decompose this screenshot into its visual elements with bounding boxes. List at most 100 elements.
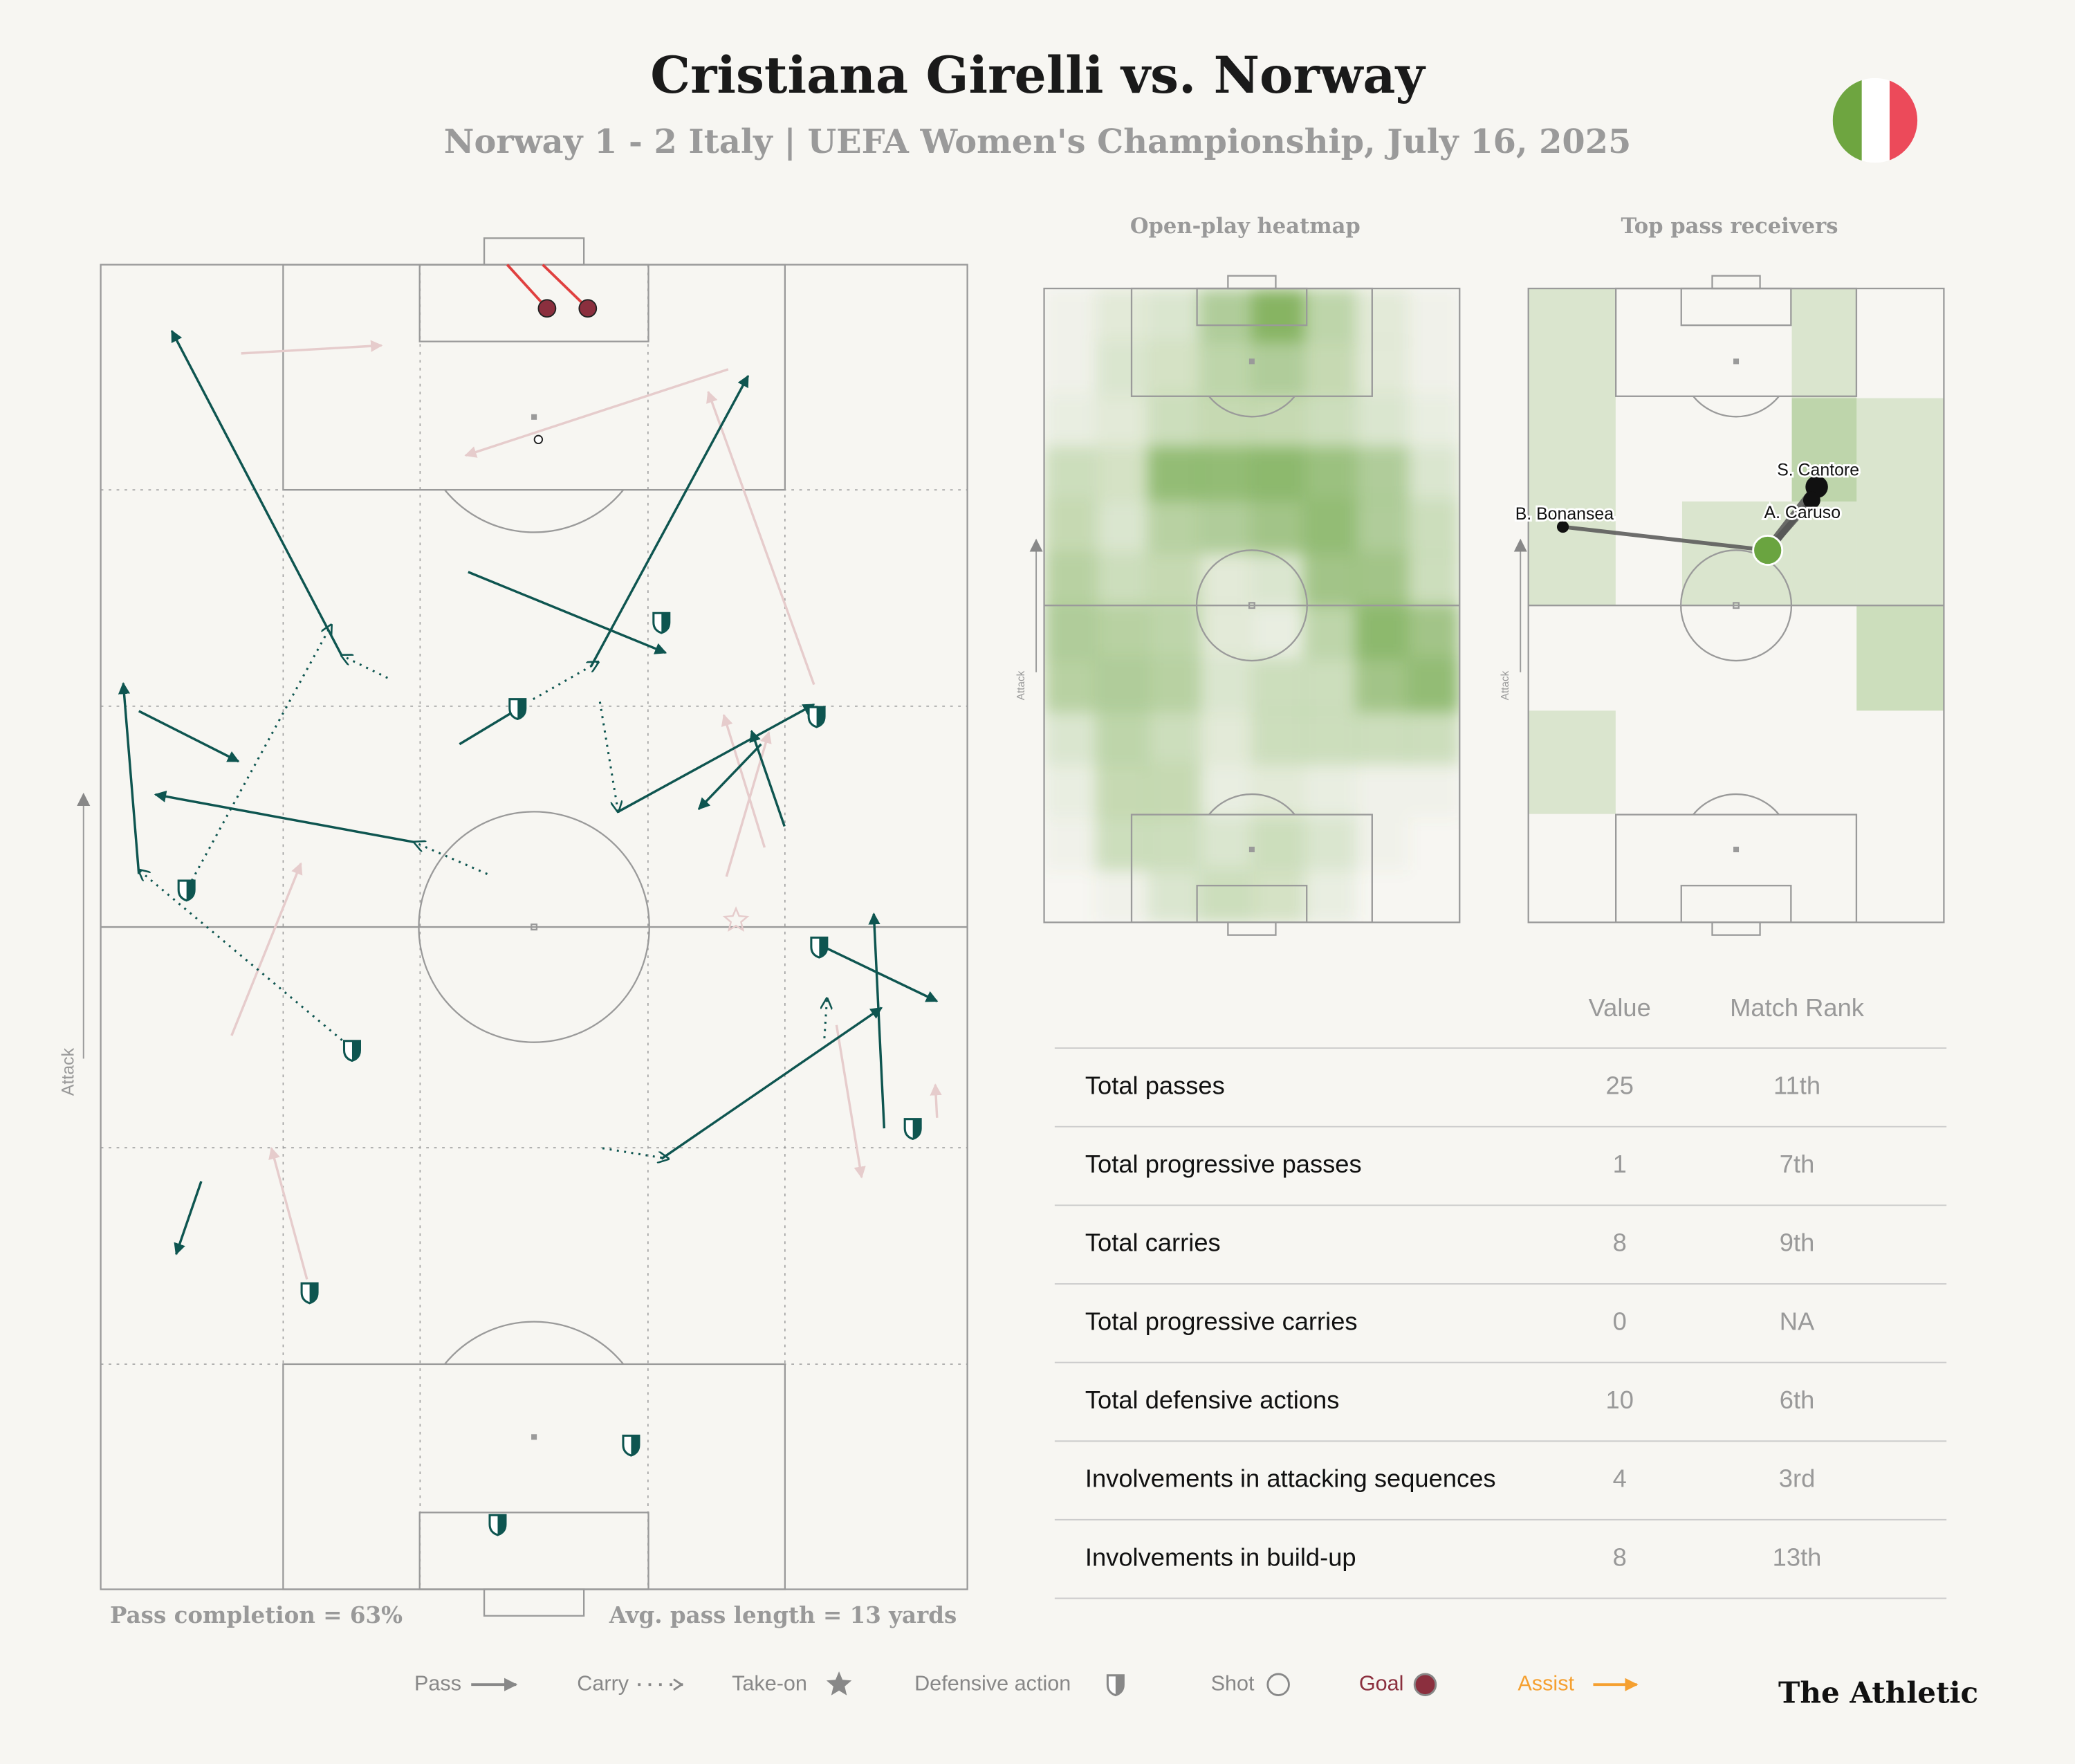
penalty-arc [444, 1321, 625, 1365]
defensive-action [177, 879, 196, 902]
pass [138, 710, 240, 763]
goal [1227, 921, 1277, 936]
penalty-arc [1208, 793, 1295, 816]
legend-defensive-icon [1106, 1674, 1125, 1697]
heat-cell [1044, 499, 1097, 553]
shot [533, 434, 544, 445]
heat-cell [1096, 447, 1149, 501]
heat-cell [1408, 394, 1460, 448]
receiver-zone [1856, 398, 1944, 606]
heat-cell [1303, 394, 1357, 448]
incomplete-pass [241, 340, 383, 355]
heat-cell [1408, 288, 1460, 342]
incomplete-pass [930, 1083, 942, 1118]
take-on [722, 906, 750, 932]
penalty-arc [444, 489, 625, 533]
legend-label: Take-on [732, 1671, 807, 1695]
pass [468, 571, 667, 654]
heat-cell [1408, 605, 1460, 659]
penalty-spot [531, 414, 537, 420]
row-rank: 3rd [1779, 1464, 1816, 1493]
goal [1711, 921, 1761, 936]
heat-cell [1044, 605, 1097, 659]
defensive-action [807, 706, 826, 728]
column-header: Match Rank [1730, 993, 1865, 1022]
pass [868, 912, 886, 1129]
legend-label: Defensive action [914, 1671, 1071, 1695]
heat-cell [1251, 605, 1304, 659]
heat-cell [1408, 447, 1460, 501]
shot-line [542, 264, 589, 310]
heat-cell [1408, 710, 1460, 765]
shield-half [1115, 1675, 1124, 1696]
pass [154, 790, 415, 844]
goal [483, 1588, 585, 1617]
centre-spot [1733, 602, 1740, 609]
heat-cell [1044, 447, 1097, 501]
row-rank: 6th [1780, 1386, 1815, 1414]
heat-cell [1251, 710, 1304, 765]
heat-cell [1356, 816, 1409, 870]
goal [1227, 275, 1277, 290]
centre-spot [1248, 602, 1255, 609]
pass [170, 329, 343, 656]
shot [578, 299, 598, 318]
heat-cell [1251, 341, 1304, 395]
heat-cell [1356, 288, 1409, 342]
legend-label: Goal [1359, 1671, 1404, 1695]
heat-cell [1096, 288, 1149, 342]
receivers-title: Top pass receivers [1621, 214, 1838, 239]
shield-half [186, 881, 195, 901]
heat-cell [1044, 394, 1097, 448]
receiver-name: A. Caruso [1764, 503, 1841, 522]
pass [617, 703, 815, 813]
heat-cell [1251, 499, 1304, 553]
attack-label: Attack [58, 1047, 77, 1096]
row-label: Involvements in build-up [1085, 1543, 1356, 1571]
heat-cell [1251, 764, 1304, 818]
row-value: 8 [1613, 1229, 1627, 1257]
heat-cell [1147, 394, 1201, 448]
pass [820, 944, 939, 1002]
attack-label: Attack [1500, 670, 1511, 700]
column-header: Value [1589, 993, 1651, 1022]
heat-cell [1147, 816, 1201, 870]
heat-cell [1199, 816, 1253, 870]
receiver [1556, 520, 1569, 533]
player-position [1752, 534, 1784, 566]
heat-cell [1356, 341, 1409, 395]
heat-cell [1044, 658, 1097, 712]
heat-cell [1251, 447, 1304, 501]
heat-cell [1096, 764, 1149, 818]
heat-cell [1251, 552, 1304, 607]
penalty-arc [1693, 396, 1780, 418]
subtitle: Norway 1 - 2 Italy | UEFA Women's Champi… [444, 122, 1631, 161]
centre-circle [1195, 549, 1308, 662]
penalty-spot [1733, 846, 1740, 852]
heat-cell [1096, 394, 1149, 448]
row-rank: 11th [1773, 1071, 1820, 1099]
heat-cell [1044, 870, 1097, 923]
defensive-action [488, 1514, 507, 1536]
receiver [1802, 491, 1820, 509]
row-value: 8 [1613, 1543, 1627, 1571]
receiver-link [1562, 524, 1769, 553]
heat-cell [1044, 341, 1097, 395]
heat-cell [1096, 710, 1149, 765]
row-label: Total defensive actions [1085, 1386, 1340, 1414]
centre-circle [418, 811, 650, 1043]
penalty-spot [1248, 846, 1255, 852]
defensive-action [652, 612, 671, 634]
legend-label: Shot [1211, 1671, 1255, 1695]
pass [697, 743, 762, 810]
heatmap-title: Open-play heatmap [1130, 214, 1361, 239]
heat-cell [1356, 394, 1409, 448]
shield-half [819, 937, 827, 958]
incomplete-pass [706, 390, 815, 686]
defensive-action [300, 1282, 319, 1305]
incomplete-pass [721, 714, 766, 848]
heat-cell [1408, 658, 1460, 712]
goal [1711, 275, 1761, 290]
heat-cell [1251, 816, 1304, 870]
